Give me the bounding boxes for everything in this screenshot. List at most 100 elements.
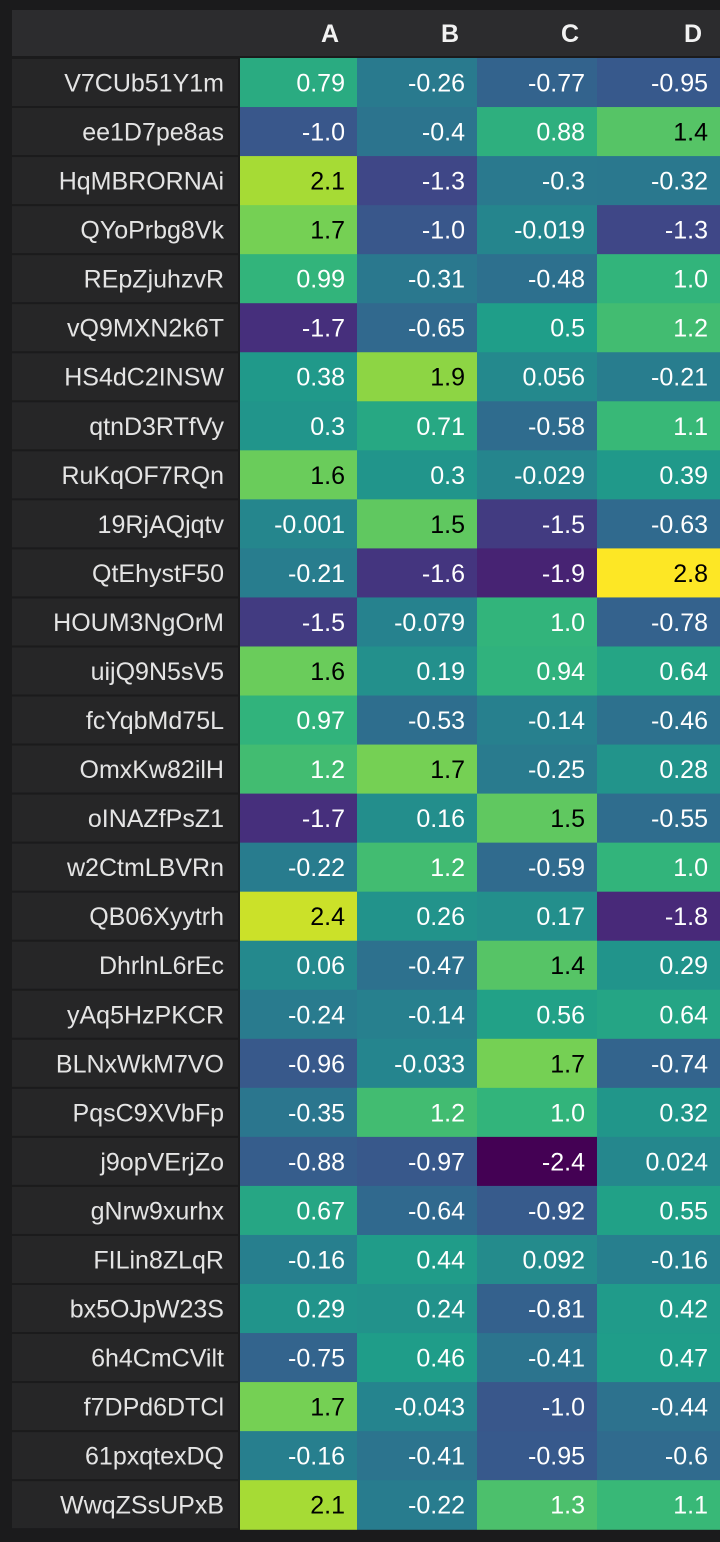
- row-label-band: [12, 1039, 238, 1087]
- heatmap-cell: [597, 450, 720, 500]
- heatmap-cell: [477, 1136, 597, 1187]
- cell-value-label: -1.7: [302, 315, 345, 343]
- cell-value-label: 1.5: [550, 805, 585, 833]
- column-header-B: B: [441, 20, 459, 48]
- heatmap-cell: [597, 499, 720, 549]
- cell-value-label: 1.6: [310, 658, 345, 686]
- heatmap-cell: [240, 58, 357, 108]
- row-label-band: [12, 1383, 238, 1431]
- cell-value-label: -1.7: [302, 805, 345, 833]
- cell-value-label: 1.3: [550, 1492, 585, 1520]
- heatmap-cell: [357, 548, 477, 599]
- heatmap-cell: [597, 1136, 720, 1187]
- heatmap-cell: [357, 1480, 477, 1530]
- heatmap-cell: [357, 1431, 477, 1481]
- heatmap-cell: [477, 205, 597, 255]
- cell-value-label: -0.043: [394, 1394, 465, 1422]
- cell-value-label: -0.16: [651, 1246, 708, 1274]
- cell-value-label: -0.079: [394, 609, 465, 637]
- row-label: ee1D7pe8as: [82, 119, 224, 147]
- heatmap-cell: [240, 1431, 357, 1481]
- cell-value-label: 0.06: [296, 952, 345, 980]
- cell-value-label: -0.41: [408, 1443, 465, 1471]
- cell-value-label: -0.59: [528, 854, 585, 882]
- row-label: HqMBRORNAi: [59, 168, 224, 196]
- cell-value-label: -0.46: [651, 707, 708, 735]
- row-label-band: [12, 696, 238, 744]
- heatmap-cell: [240, 1382, 357, 1432]
- cell-value-label: 0.79: [296, 70, 345, 98]
- cell-value-label: 0.64: [659, 1001, 708, 1029]
- heatmap-cell: [240, 1480, 357, 1530]
- cell-value-label: 0.56: [536, 1001, 585, 1029]
- cell-value-label: -0.74: [651, 1050, 708, 1078]
- cell-value-label: -0.019: [514, 217, 585, 245]
- cell-value-label: 2.1: [310, 1492, 345, 1520]
- heatmap-cell: [240, 940, 357, 991]
- cell-value-label: 0.28: [659, 756, 708, 784]
- column-header-C: C: [561, 20, 579, 48]
- heatmap-cell: [597, 1333, 720, 1383]
- heatmap-cell: [240, 205, 357, 255]
- heatmap-cell: [477, 1185, 597, 1236]
- cell-value-label: -0.58: [528, 413, 585, 441]
- cell-value-label: -0.22: [288, 854, 345, 882]
- cell-value-label: -2.4: [542, 1148, 585, 1176]
- cell-value-label: 0.056: [522, 364, 585, 392]
- cell-value-label: -1.5: [302, 609, 345, 637]
- cell-value-label: 0.46: [416, 1345, 465, 1373]
- heatmap-cell: [477, 499, 597, 549]
- row-label-band: [12, 402, 238, 450]
- cell-value-label: 0.42: [659, 1296, 708, 1324]
- row-label-band: [12, 1481, 238, 1529]
- heatmap-cell: [597, 989, 720, 1040]
- cell-value-label: -0.78: [651, 609, 708, 637]
- row-label-band: [12, 941, 238, 989]
- cell-value-label: -0.97: [408, 1148, 465, 1176]
- cell-value-label: 1.2: [430, 1099, 465, 1127]
- row-label: BLNxWkM7VO: [56, 1050, 224, 1078]
- row-label: OmxKw82ilH: [80, 756, 224, 784]
- heatmap-cell: [477, 450, 597, 500]
- heatmap-cell: [240, 450, 357, 500]
- column-header-row: A B C D: [12, 10, 720, 56]
- cell-value-label: -0.47: [408, 952, 465, 980]
- cell-value-label: -0.14: [408, 1001, 465, 1029]
- cell-value-label: -1.0: [542, 1394, 585, 1422]
- cell-value-label: 2.4: [310, 903, 345, 931]
- cell-value-label: -0.001: [274, 511, 345, 539]
- cell-value-label: -0.6: [665, 1443, 708, 1471]
- cell-value-label: -0.029: [514, 462, 585, 490]
- heatmap-cell: [597, 1234, 720, 1285]
- cell-value-label: -0.24: [288, 1001, 345, 1029]
- row-label-band: [12, 1088, 238, 1136]
- heatmap-cell: [477, 58, 597, 108]
- heatmap-cell: [477, 1038, 597, 1089]
- heatmap-cell: [357, 450, 477, 500]
- row-label: uijQ9N5sV5: [91, 658, 224, 686]
- cell-value-label: 0.94: [536, 658, 585, 686]
- heatmap-cell: [240, 1185, 357, 1236]
- heatmap-cell: [597, 156, 720, 206]
- cell-value-label: 0.17: [536, 903, 585, 931]
- cell-value-label: 0.38: [296, 364, 345, 392]
- row-label: HOUM3NgOrM: [53, 609, 224, 637]
- heatmap-cell: [357, 597, 477, 648]
- cell-value-label: -0.26: [408, 70, 465, 98]
- cell-value-label: -1.3: [665, 217, 708, 245]
- row-label-band: [12, 500, 238, 548]
- cell-value-label: 0.19: [416, 658, 465, 686]
- heatmap-cell: [357, 254, 477, 304]
- heatmap-cell: [240, 989, 357, 1040]
- heatmap-cell: [597, 1038, 720, 1089]
- cell-value-label: 1.2: [430, 854, 465, 882]
- column-header-D: D: [684, 20, 702, 48]
- row-label-band: [12, 1334, 238, 1382]
- row-label: 19RjAQjqtv: [98, 511, 225, 539]
- heatmap-cell: [240, 499, 357, 549]
- heatmap-cell: [477, 695, 597, 746]
- heatmap-cell: [477, 793, 597, 844]
- row-label-band: [12, 549, 238, 597]
- cell-value-label: -1.3: [422, 168, 465, 196]
- heatmap-cell: [477, 352, 597, 402]
